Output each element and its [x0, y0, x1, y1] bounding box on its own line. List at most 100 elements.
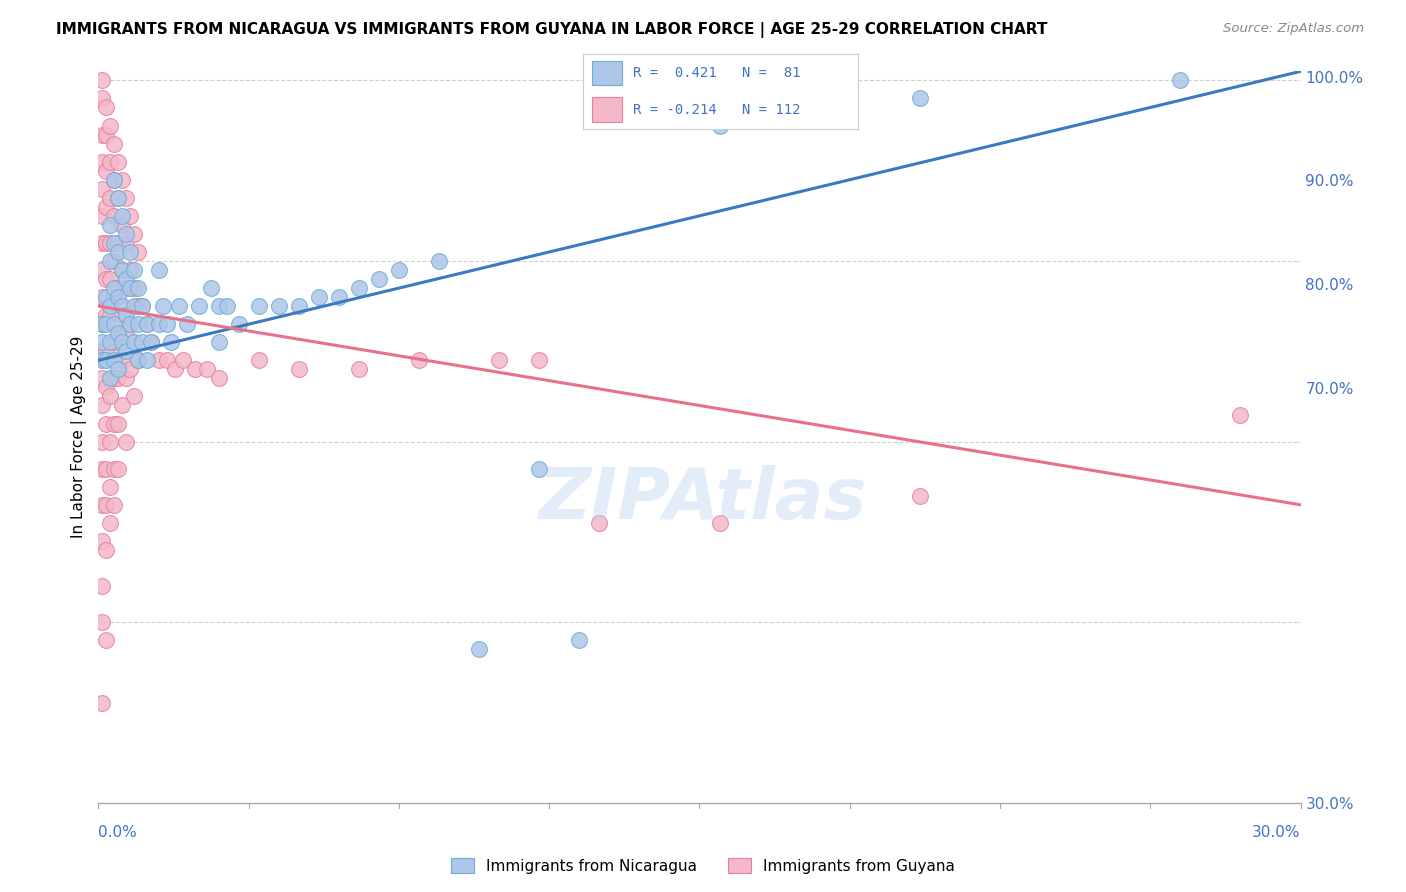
Point	[148, 263, 170, 277]
Point	[183, 362, 205, 376]
Point	[96, 498, 118, 512]
Point	[200, 281, 222, 295]
Point	[91, 317, 114, 331]
Point	[96, 100, 118, 114]
Point	[215, 299, 238, 313]
Point	[120, 317, 142, 331]
Point	[131, 299, 153, 313]
Point	[91, 335, 114, 350]
Point	[427, 254, 450, 268]
Point	[96, 380, 118, 394]
Point	[91, 317, 114, 331]
Point	[107, 154, 129, 169]
Point	[115, 272, 138, 286]
Point	[347, 362, 370, 376]
Point	[247, 299, 270, 313]
Point	[107, 290, 129, 304]
Point	[288, 299, 311, 313]
Point	[96, 290, 118, 304]
Point	[208, 371, 231, 385]
Point	[124, 263, 146, 277]
Point	[135, 353, 157, 368]
Point	[128, 353, 150, 368]
Point	[488, 353, 510, 368]
Point	[100, 299, 122, 313]
Point	[529, 461, 551, 475]
Point	[103, 371, 125, 385]
Point	[96, 353, 118, 368]
Point	[107, 191, 129, 205]
Point	[91, 461, 114, 475]
Point	[91, 128, 114, 142]
Point	[91, 579, 114, 593]
Point	[96, 344, 118, 359]
Point	[115, 326, 138, 341]
Point	[288, 362, 311, 376]
Point	[131, 299, 153, 313]
Point	[120, 209, 142, 223]
Point	[91, 73, 114, 87]
Point	[120, 362, 142, 376]
Point	[100, 516, 122, 530]
Point	[568, 633, 591, 648]
Point	[107, 362, 129, 376]
Point	[124, 335, 146, 350]
Point	[120, 244, 142, 259]
Point	[208, 335, 231, 350]
Point	[267, 299, 290, 313]
Point	[529, 353, 551, 368]
Point	[96, 200, 118, 214]
Point	[96, 461, 118, 475]
Point	[111, 263, 134, 277]
Point	[769, 91, 792, 105]
Point	[100, 434, 122, 449]
Point	[103, 335, 125, 350]
Point	[100, 308, 122, 322]
Point	[408, 353, 430, 368]
Point	[115, 344, 138, 359]
Point	[111, 299, 134, 313]
Point	[172, 353, 194, 368]
Point	[709, 119, 731, 133]
Point	[96, 317, 118, 331]
Point	[107, 191, 129, 205]
Point	[115, 308, 138, 322]
Point	[103, 417, 125, 431]
Point	[128, 317, 150, 331]
Point	[91, 290, 114, 304]
Point	[96, 128, 118, 142]
Point	[120, 281, 142, 295]
Point	[187, 299, 209, 313]
Point	[115, 434, 138, 449]
Point	[388, 263, 411, 277]
Point	[588, 516, 610, 530]
Point	[96, 163, 118, 178]
Point	[107, 371, 129, 385]
Point	[100, 371, 122, 385]
Point	[152, 299, 174, 313]
Point	[91, 209, 114, 223]
Point	[100, 389, 122, 403]
Text: ZIPAtlas: ZIPAtlas	[538, 465, 868, 534]
Point	[167, 299, 190, 313]
Point	[96, 235, 118, 250]
Point	[91, 498, 114, 512]
Point	[107, 417, 129, 431]
Text: 30.0%: 30.0%	[1253, 825, 1301, 840]
Point	[91, 182, 114, 196]
Point	[128, 281, 150, 295]
Point	[91, 371, 114, 385]
Point	[96, 417, 118, 431]
Point	[163, 362, 186, 376]
Point	[91, 697, 114, 711]
Point	[91, 235, 114, 250]
Point	[135, 317, 157, 331]
Point	[107, 281, 129, 295]
Y-axis label: In Labor Force | Age 25-29: In Labor Force | Age 25-29	[72, 336, 87, 538]
Point	[111, 335, 134, 350]
Point	[100, 335, 122, 350]
Point	[124, 281, 146, 295]
Point	[176, 317, 198, 331]
Point	[111, 218, 134, 232]
Point	[709, 516, 731, 530]
